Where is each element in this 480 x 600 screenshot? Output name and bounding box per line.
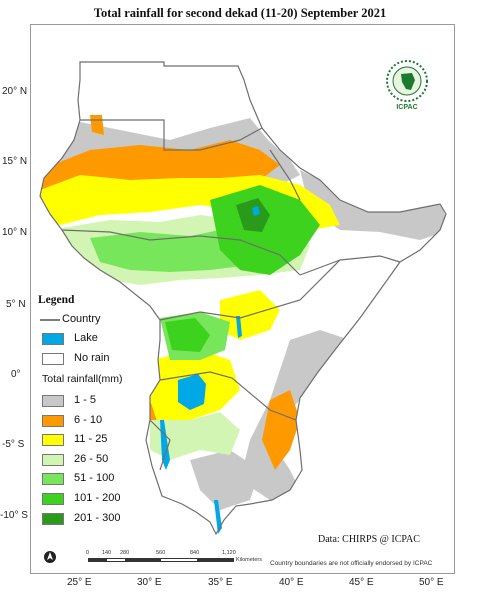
rain-6-10-ne [90,115,104,135]
rain-101-200-south [165,318,210,352]
scale-unit: Kilometers [236,557,262,563]
rain-class-swatch [42,414,64,427]
lat-label-20n: 20° N [2,86,28,97]
scale-seg-1 [89,559,107,561]
rain-class-label: 1 - 5 [74,394,97,406]
lon-label-50e: 50° E [419,577,444,588]
lon-label-40e: 40° E [279,577,304,588]
lat-label-5s: -5° S [2,439,25,450]
disclaimer: Country boundaries are not officially en… [270,560,433,567]
lake-victoria [178,374,206,410]
lat-label-10n: 10° N [2,227,28,238]
lat-label-15n: 15° N [2,156,28,167]
scale-seg-2 [125,559,161,561]
legend-title: Legend [38,294,75,306]
legend-country-label: Country [62,313,101,325]
rain-class-swatch [42,473,64,486]
data-source: Data: CHIRPS @ ICPAC [318,534,420,545]
logo-caption: ICPAC [396,104,418,111]
scale-tick-0: 0 [86,550,90,556]
rain-class-label: 11 - 25 [74,433,108,446]
rain-26-50-tz [150,412,240,460]
lon-label-35e: 35° E [208,577,233,588]
rain-51-100-ssudan [90,228,260,272]
scale-seg-3 [197,559,233,561]
country-line-swatch [40,319,60,321]
lon-label-45e: 45° E [349,577,374,588]
lake-turkana [236,316,242,338]
lake-swatch [42,333,64,345]
legend-rain-heading: Total rainfall(mm) [42,373,123,385]
lake-malawi [214,500,222,534]
scale-tick-560: 560 [156,550,166,556]
rain-201-300-highlands [236,198,270,232]
rain-class-label: 201 - 300 [74,511,121,524]
rain-1-5-south [190,450,260,510]
legend-norain-label: No rain [74,352,110,364]
norain-swatch [42,353,64,365]
scale-bar-graphic [88,558,234,562]
rain-class-label: 51 - 100 [74,472,115,485]
lon-label-30e: 30° E [137,577,162,588]
rain-class-label: 101 - 200 [74,492,121,504]
scale-tick-1120: 1,120 [222,550,236,556]
rain-class-label: 6 - 10 [74,413,103,426]
scale-bar: 0 140 280 560 840 1,120 Kilometers [86,550,262,570]
map-title: Total rainfall for second dekad (11-20) … [93,6,387,20]
lake-tana [252,206,260,216]
lat-label-10s: -10° S [0,510,28,521]
rain-class-swatch [42,512,64,525]
rain-class-swatch [42,493,64,505]
rain-class-swatch [42,453,64,466]
rain-class-swatch [42,434,64,447]
rain-class-swatch [42,395,64,407]
scale-tick-140: 140 [102,550,112,556]
igad-icpac-logo: ICPAC [384,58,430,116]
legend: Legend Country Lake No rain Total rainfa… [38,294,188,525]
lon-label-25e: 25° E [67,577,92,588]
country-boundaries [39,61,447,536]
legend-lake-label: Lake [74,332,98,344]
igad-logo-icon [386,60,428,102]
lat-label-0: 0° [11,369,21,380]
north-arrow-icon [44,551,56,563]
scale-tick-280: 280 [120,550,130,556]
scale-tick-840: 840 [190,550,200,556]
lat-label-5n: 5° N [6,299,26,310]
rain-class-label: 26 - 50 [74,452,109,465]
